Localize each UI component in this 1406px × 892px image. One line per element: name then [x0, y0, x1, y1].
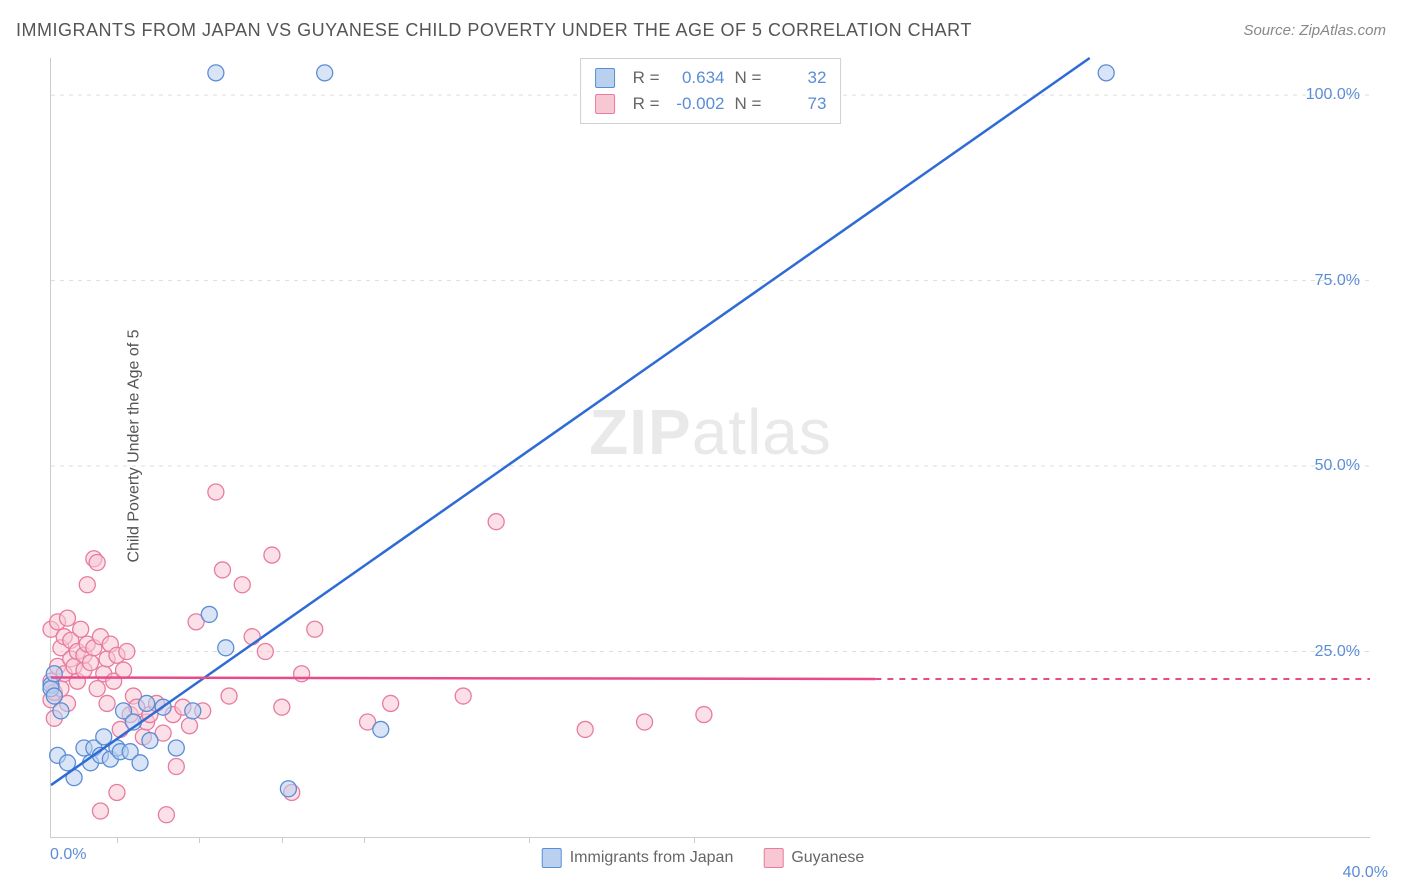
- point-guyanese: [89, 554, 105, 570]
- swatch-b-icon: [595, 94, 615, 114]
- swatch-a-icon: [542, 848, 562, 868]
- point-japan: [208, 65, 224, 81]
- point-guyanese: [181, 718, 197, 734]
- x-tick: [364, 837, 365, 843]
- trendline-b: [51, 677, 875, 678]
- point-guyanese: [577, 721, 593, 737]
- point-japan: [132, 755, 148, 771]
- point-guyanese: [307, 621, 323, 637]
- x-tick: [282, 837, 283, 843]
- point-guyanese: [257, 644, 273, 660]
- point-guyanese: [89, 681, 105, 697]
- plot-area: ZIPatlas R = 0.634 N = 32 R = -0.002 N =…: [50, 58, 1370, 838]
- point-guyanese: [99, 695, 115, 711]
- point-japan: [96, 729, 112, 745]
- point-guyanese: [294, 666, 310, 682]
- point-guyanese: [116, 662, 132, 678]
- point-guyanese: [158, 807, 174, 823]
- point-japan: [201, 606, 217, 622]
- legend-bottom: Immigrants from Japan Guyanese: [542, 848, 865, 868]
- x-tick: [694, 837, 695, 843]
- point-japan: [317, 65, 333, 81]
- y-tick-label: 75.0%: [1315, 272, 1360, 290]
- point-japan: [373, 721, 389, 737]
- x-tick: [529, 837, 530, 843]
- point-guyanese: [79, 577, 95, 593]
- point-guyanese: [234, 577, 250, 593]
- point-guyanese: [214, 562, 230, 578]
- point-guyanese: [109, 784, 125, 800]
- point-guyanese: [119, 644, 135, 660]
- point-guyanese: [455, 688, 471, 704]
- trendline-a: [51, 58, 1090, 785]
- x-origin-label: 0.0%: [50, 846, 86, 864]
- chart-svg: [51, 58, 1370, 837]
- stats-row-b: R = -0.002 N = 73: [595, 91, 827, 117]
- swatch-a-icon: [595, 68, 615, 88]
- point-guyanese: [264, 547, 280, 563]
- chart-title: IMMIGRANTS FROM JAPAN VS GUYANESE CHILD …: [16, 20, 972, 41]
- point-japan: [53, 703, 69, 719]
- point-guyanese: [221, 688, 237, 704]
- point-japan: [218, 640, 234, 656]
- y-tick-label: 50.0%: [1315, 457, 1360, 475]
- point-japan: [168, 740, 184, 756]
- legend-item-a: Immigrants from Japan: [542, 848, 734, 868]
- point-guyanese: [637, 714, 653, 730]
- stats-legend-box: R = 0.634 N = 32 R = -0.002 N = 73: [580, 58, 842, 124]
- point-japan: [142, 733, 158, 749]
- point-japan: [46, 666, 62, 682]
- x-tick: [199, 837, 200, 843]
- x-tick: [117, 837, 118, 843]
- x-max-label: 40.0%: [1343, 864, 1388, 882]
- point-guyanese: [73, 621, 89, 637]
- y-tick-label: 100.0%: [1306, 86, 1360, 104]
- point-guyanese: [244, 629, 260, 645]
- point-guyanese: [488, 514, 504, 530]
- y-tick-label: 25.0%: [1315, 643, 1360, 661]
- point-japan: [280, 781, 296, 797]
- stats-row-a: R = 0.634 N = 32: [595, 65, 827, 91]
- swatch-b-icon: [763, 848, 783, 868]
- point-japan: [46, 688, 62, 704]
- legend-item-b: Guyanese: [763, 848, 864, 868]
- point-guyanese: [696, 707, 712, 723]
- point-guyanese: [92, 803, 108, 819]
- point-japan: [139, 695, 155, 711]
- point-guyanese: [208, 484, 224, 500]
- point-guyanese: [168, 759, 184, 775]
- point-guyanese: [83, 655, 99, 671]
- source-attribution: Source: ZipAtlas.com: [1243, 22, 1386, 39]
- point-guyanese: [383, 695, 399, 711]
- point-japan: [1098, 65, 1114, 81]
- point-guyanese: [274, 699, 290, 715]
- point-japan: [185, 703, 201, 719]
- point-guyanese: [59, 610, 75, 626]
